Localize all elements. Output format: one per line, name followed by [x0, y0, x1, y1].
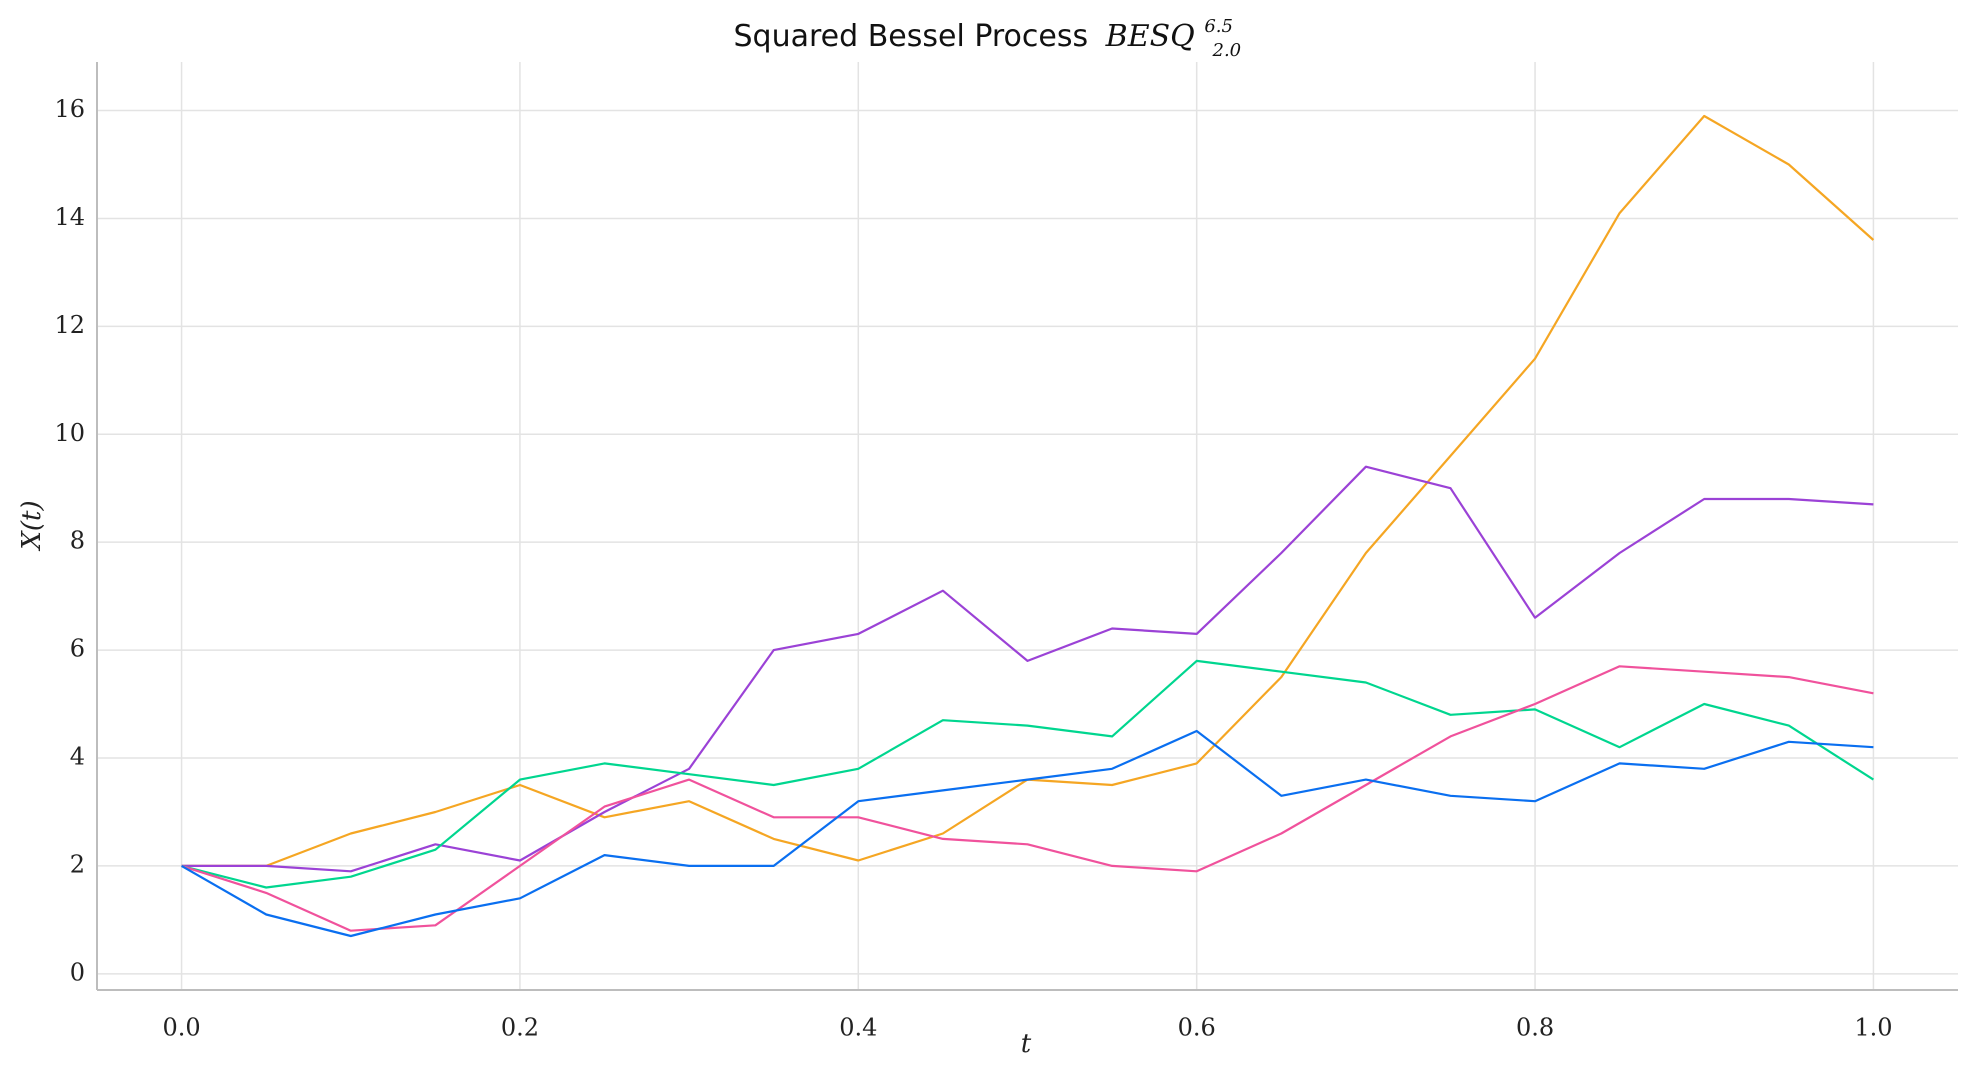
x-tick-label: 0.6 [1178, 1014, 1216, 1042]
series-line-3 [181, 659, 1874, 889]
y-tick-label: 2 [70, 850, 85, 878]
chart-title: Squared Bessel Process BESQ 6.5 2.0 [734, 5, 1243, 61]
y-tick-label: 12 [54, 311, 85, 339]
grid [97, 62, 1958, 990]
series-line-4 [181, 665, 1874, 932]
x-tick-label: 0.2 [501, 1014, 539, 1042]
chart-title-sub: 2.0 [1212, 40, 1242, 61]
series-line-5 [181, 729, 1874, 938]
y-tick-label: 10 [54, 419, 85, 447]
x-tick-label: 0.4 [839, 1014, 877, 1042]
series-lines [181, 114, 1875, 938]
chart-title-text: Squared Bessel Process [734, 19, 1089, 54]
x-tick-label: 1.0 [1854, 1014, 1892, 1042]
y-tick-label: 16 [54, 95, 85, 123]
y-tick-label: 8 [70, 527, 85, 555]
y-tick-label: 14 [54, 203, 85, 231]
series-line-1 [181, 114, 1875, 868]
y-axis-label: X(t) [17, 500, 47, 551]
series-line-2 [181, 465, 1874, 873]
x-tick-label: 0.0 [163, 1014, 201, 1042]
chart-title-symbol: BESQ [1105, 19, 1195, 54]
tick-labels: 0.0 0.2 0.4 0.6 0.8 1.0 0 2 4 6 8 10 12 14 16 [54, 95, 1892, 1042]
x-tick-label: 0.8 [1516, 1014, 1554, 1042]
chart-title-sup: 6.5 [1204, 16, 1233, 37]
axes [96, 62, 1958, 991]
x-axis-label: t [1021, 1029, 1032, 1059]
y-tick-label: 0 [70, 958, 85, 986]
y-tick-label: 4 [70, 743, 85, 771]
y-tick-label: 6 [70, 635, 85, 663]
